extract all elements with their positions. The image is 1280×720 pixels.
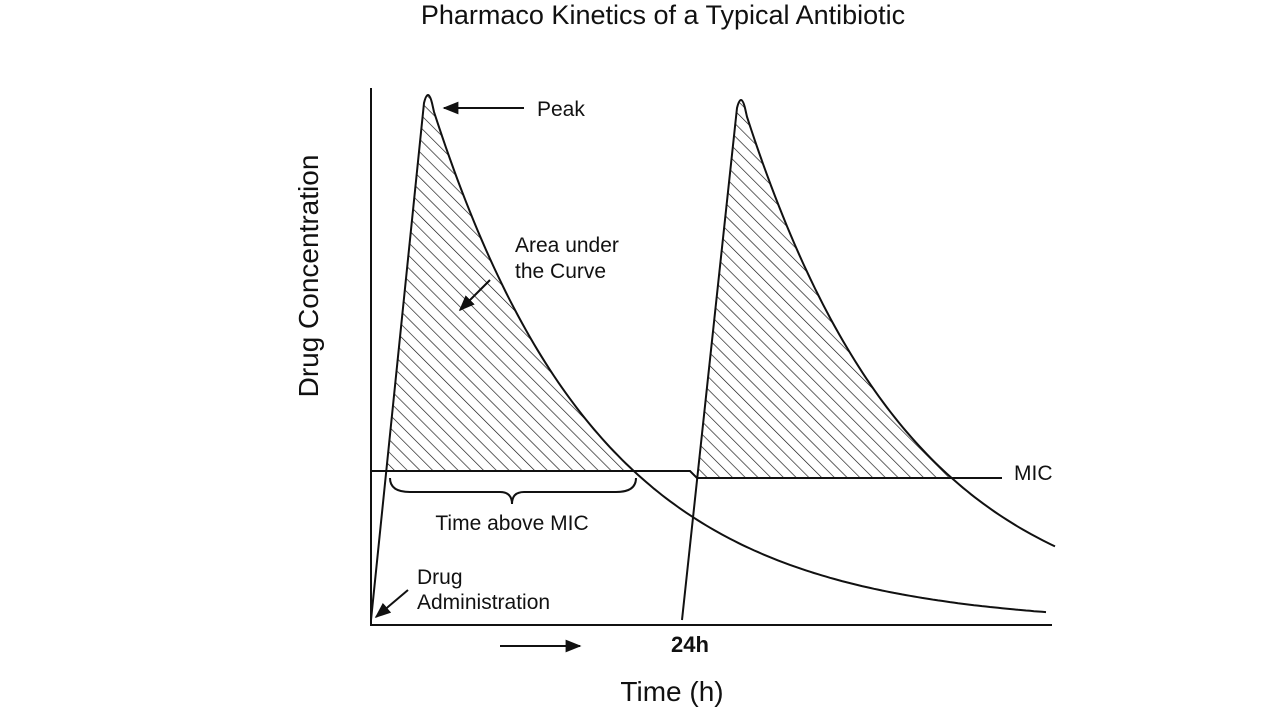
x-axis-label: Time (h) [620,676,723,707]
y-axis-label: Drug Concentration [293,155,324,398]
arrow [458,279,491,312]
drug-administration-label: Drug [417,566,463,589]
arrow [374,589,409,619]
auc-label: the Curve [515,260,606,283]
auc-label: Area under [515,234,619,257]
concentration-curve [370,94,1047,621]
auc-area [387,95,634,471]
mic-label: MIC [1014,462,1053,485]
mic-line [371,470,1002,479]
peak-label: Peak [537,98,585,121]
concentration-curve [681,99,1056,621]
title: Pharmaco Kinetics of a Typical Antibioti… [421,0,905,30]
drug-administration-label: Administration [417,591,550,614]
brace [389,477,637,505]
time-above-mic-label: Time above MIC [435,512,588,535]
dose-time-label: 24h [671,632,709,657]
auc-area [698,100,952,478]
